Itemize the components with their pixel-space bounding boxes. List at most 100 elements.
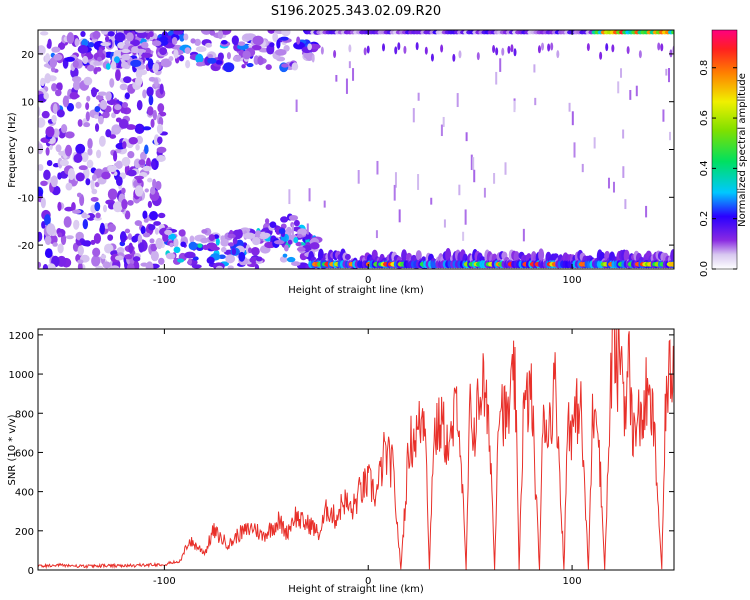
heatmap-cell [146,86,154,97]
heatmap-cell [87,138,93,150]
heatmap-cell [571,111,574,126]
heatmap-cell [115,160,123,170]
heatmap-cell [287,239,293,245]
heatmap-cell [251,247,260,256]
heatmap-cell [148,95,154,106]
heatmap-cell [194,38,201,47]
heatmap-cell [662,109,665,122]
y-tick-label: 1000 [9,370,34,381]
heatmap-cell [599,51,603,60]
heatmap-cell [344,253,351,261]
heatmap-cell [137,234,143,245]
heatmap-cell [311,54,315,63]
heatmap-cell [286,256,296,263]
heatmap-cell [483,187,486,198]
heatmap-cell [269,221,277,228]
heatmap-cell [107,31,115,37]
heatmap-cell [138,159,146,166]
heatmap-cell [247,247,253,254]
heatmap-cell [522,228,525,242]
heatmap-cell [207,57,217,64]
heatmap-cell [456,93,459,108]
heatmap-cell [114,56,120,64]
heatmap-cell [134,220,143,226]
heatmap-cell [223,62,235,73]
heatmap-cell [119,83,128,91]
heatmap-cell [464,209,467,225]
heatmap-cell [255,256,263,262]
heatmap-cell [107,188,118,200]
heatmap-cell [257,55,264,66]
heatmap-cell [323,200,326,208]
heatmap-cell [131,46,139,54]
heatmap-cell [295,99,298,112]
heatmap-cell [476,52,480,61]
heatmap-cell [93,114,99,119]
y-tick-label: -20 [18,241,34,252]
heatmap-cell [288,189,291,205]
heatmap-cell [91,87,98,98]
heatmap-cell [124,254,133,260]
heatmap-cell [60,123,68,134]
y-tick-label: 20 [21,50,34,61]
heatmap-cell [235,54,242,61]
heatmap-cells [38,30,674,269]
heatmap-cell [220,238,229,247]
heatmap-cell [352,68,355,81]
heatmap-cell [227,265,234,269]
heatmap-cell [227,242,235,247]
heatmap-cell [393,184,396,201]
heatmap-cell [197,243,203,248]
heatmap-cell [147,58,154,70]
heatmap-cell [297,233,303,238]
heatmap-cell [144,144,149,155]
heatmap-cell [72,209,82,214]
heatmap-cell [86,64,95,72]
heatmap-cell [178,229,186,237]
heatmap-cell [209,30,216,36]
heatmap-cell [38,232,42,243]
heatmap-cell [151,160,156,169]
heatmap-cell [49,234,58,245]
heatmap-cell [114,104,122,111]
heatmap-cell [265,64,272,70]
heatmap-cell [310,43,321,50]
heatmap-cell [44,234,52,246]
heatmap-cell [124,228,131,234]
heatmap-cell [252,35,264,46]
heatmap-cell [113,127,121,133]
heatmap-cell [104,36,110,42]
heatmap-cell [155,237,163,250]
heatmap-cell [472,157,475,171]
heatmap-cell [148,76,156,82]
heatmap-cell [43,169,51,181]
heatmap-cell [109,78,115,88]
heatmap-cell [100,254,107,260]
heatmap-cell [187,258,193,265]
heatmap-cell [156,123,164,135]
heatmap-cell [143,218,149,223]
heatmap-cell [92,30,101,39]
snr-series-line [38,329,674,570]
heatmap-cell [291,62,299,71]
heatmap-cell [147,177,153,183]
heatmap-cell [60,233,67,246]
heatmap-cell [102,111,110,119]
heatmap-cell [671,30,674,35]
heatmap-cell [86,159,94,169]
heatmap-cell [113,150,118,162]
heatmap-cell [283,244,289,252]
heatmap-cell [140,226,146,235]
heatmap-cell [251,44,262,51]
heatmap-cell [157,103,165,113]
y-tick-label: -10 [18,193,34,204]
heatmap-cell [52,103,58,115]
heatmap-cell [77,245,84,256]
colorbar-label: Normalized spectral amplitude [737,73,748,227]
heatmap-cell [38,45,46,56]
heatmap-cell [195,53,204,64]
heatmap-cell [65,235,74,240]
heatmap-cell [288,214,299,221]
heatmap-cell [586,43,590,52]
heatmap-cell [109,134,117,139]
